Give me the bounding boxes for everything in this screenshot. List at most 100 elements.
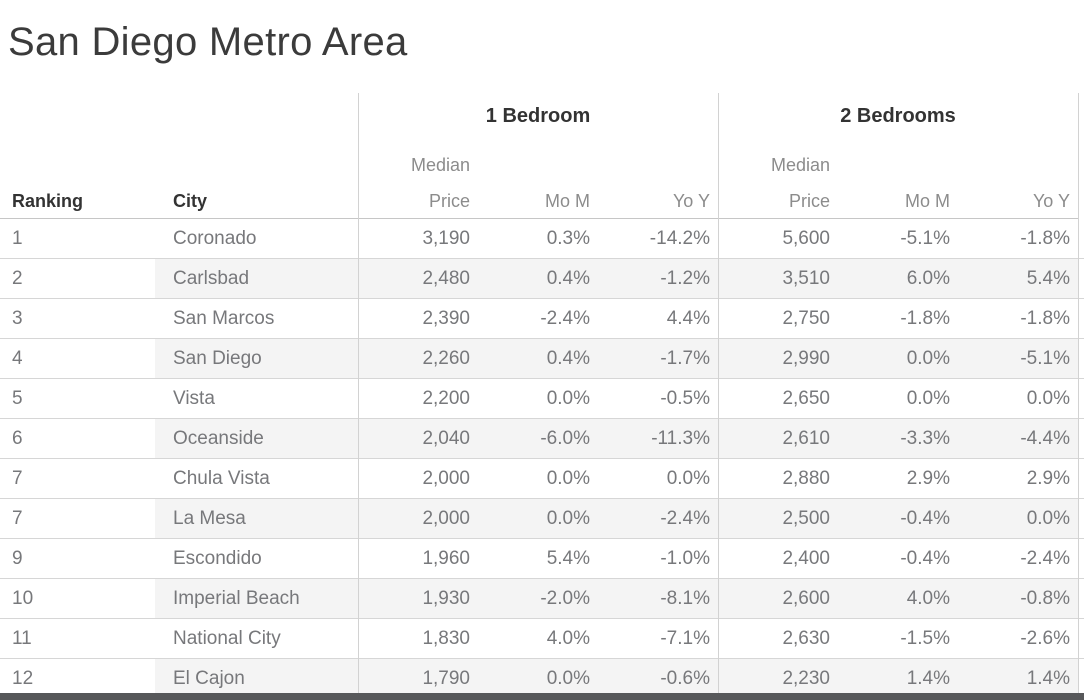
two_bedrooms-yoy-cell[interactable]: -1.8%	[1020, 308, 1070, 329]
one_bedroom-median_price-cell[interactable]: 2,040	[422, 428, 470, 449]
two_bedrooms-median_price-cell[interactable]: 3,510	[782, 268, 830, 289]
city-cell[interactable]: Coronado	[173, 228, 257, 249]
two_bedrooms-mom-cell[interactable]: -5.1%	[900, 228, 950, 249]
ranking-cell[interactable]: 12	[12, 668, 34, 689]
two_bedrooms-mom-cell[interactable]: -1.8%	[900, 308, 950, 329]
column-header-1br-mom[interactable]: Mo M	[545, 191, 590, 211]
table-row[interactable]: 3 San Marcos 2,390 -2.4% 4.4% 2,750 -1.8% -1.8%	[0, 299, 1084, 339]
one_bedroom-mom-cell[interactable]: -2.4%	[540, 308, 590, 329]
one_bedroom-mom-cell[interactable]: 0.0%	[546, 468, 590, 489]
two_bedrooms-median_price-cell[interactable]: 5,600	[782, 228, 830, 249]
city-cell[interactable]: Carlsbad	[173, 268, 250, 289]
two_bedrooms-yoy-cell[interactable]: -5.1%	[1020, 348, 1070, 369]
two_bedrooms-yoy-cell[interactable]: 0.0%	[1026, 508, 1070, 529]
two_bedrooms-yoy-cell[interactable]: 5.4%	[1026, 268, 1070, 289]
city-cell[interactable]: National City	[173, 628, 281, 649]
two_bedrooms-median_price-cell[interactable]: 2,750	[782, 308, 830, 329]
two_bedrooms-mom-cell[interactable]: -0.4%	[900, 548, 950, 569]
two_bedrooms-median_price-cell[interactable]: 2,610	[782, 428, 830, 449]
two_bedrooms-mom-cell[interactable]: 6.0%	[906, 268, 950, 289]
column-header-city[interactable]: City	[173, 191, 208, 211]
ranking-cell[interactable]: 7	[12, 508, 23, 529]
two_bedrooms-yoy-cell[interactable]: -0.8%	[1020, 588, 1070, 609]
city-cell[interactable]: San Marcos	[173, 308, 275, 329]
ranking-cell[interactable]: 9	[12, 548, 23, 569]
two_bedrooms-yoy-cell[interactable]: -1.8%	[1020, 228, 1070, 249]
one_bedroom-yoy-cell[interactable]: -7.1%	[660, 628, 710, 649]
two_bedrooms-median_price-cell[interactable]: 2,650	[782, 388, 830, 409]
column-header-1br-median-price[interactable]: Median Price	[411, 153, 470, 213]
one_bedroom-median_price-cell[interactable]: 1,960	[422, 548, 470, 569]
one_bedroom-median_price-cell[interactable]: 1,830	[422, 628, 470, 649]
one_bedroom-yoy-cell[interactable]: -0.6%	[660, 668, 710, 689]
city-cell[interactable]: Imperial Beach	[173, 588, 300, 609]
city-cell[interactable]: La Mesa	[173, 508, 246, 529]
table-row[interactable]: 7 La Mesa 2,000 0.0% -2.4% 2,500 -0.4% 0.0%	[0, 499, 1084, 539]
ranking-cell[interactable]: 10	[12, 588, 34, 609]
city-cell[interactable]: El Cajon	[173, 668, 245, 689]
one_bedroom-yoy-cell[interactable]: -1.7%	[660, 348, 710, 369]
two_bedrooms-yoy-cell[interactable]: 0.0%	[1026, 388, 1070, 409]
two_bedrooms-median_price-cell[interactable]: 2,400	[782, 548, 830, 569]
city-cell[interactable]: San Diego	[173, 348, 262, 369]
ranking-cell[interactable]: 1	[12, 228, 23, 249]
two_bedrooms-yoy-cell[interactable]: 2.9%	[1026, 468, 1070, 489]
two_bedrooms-mom-cell[interactable]: 4.0%	[906, 588, 950, 609]
two_bedrooms-median_price-cell[interactable]: 2,230	[782, 668, 830, 689]
one_bedroom-yoy-cell[interactable]: -0.5%	[660, 388, 710, 409]
one_bedroom-median_price-cell[interactable]: 1,790	[422, 668, 470, 689]
city-cell[interactable]: Escondido	[173, 548, 262, 569]
city-cell[interactable]: Vista	[173, 388, 215, 409]
one_bedroom-median_price-cell[interactable]: 3,190	[422, 228, 470, 249]
table-row[interactable]: 9 Escondido 1,960 5.4% -1.0% 2,400 -0.4% -2.4%	[0, 539, 1084, 579]
one_bedroom-yoy-cell[interactable]: -14.2%	[649, 228, 710, 249]
column-header-2br-yoy[interactable]: Yo Y	[1032, 191, 1070, 211]
two_bedrooms-median_price-cell[interactable]: 2,990	[782, 348, 830, 369]
ranking-cell[interactable]: 7	[12, 468, 23, 489]
two_bedrooms-median_price-cell[interactable]: 2,880	[782, 468, 830, 489]
one_bedroom-median_price-cell[interactable]: 1,930	[422, 588, 470, 609]
two_bedrooms-yoy-cell[interactable]: -2.6%	[1020, 628, 1070, 649]
one_bedroom-yoy-cell[interactable]: 4.4%	[666, 308, 710, 329]
one_bedroom-yoy-cell[interactable]: -2.4%	[660, 508, 710, 529]
column-header-ranking[interactable]: Ranking	[12, 191, 84, 211]
table-row[interactable]: 2 Carlsbad 2,480 0.4% -1.2% 3,510 6.0% 5.4%	[0, 259, 1084, 299]
table-row[interactable]: 6 Oceanside 2,040 -6.0% -11.3% 2,610 -3.3% -4.4…	[0, 419, 1084, 459]
table-row[interactable]: 10 Imperial Beach 1,930 -2.0% -8.1% 2,600 4.0%…	[0, 579, 1084, 619]
two_bedrooms-median_price-cell[interactable]: 2,630	[782, 628, 830, 649]
one_bedroom-yoy-cell[interactable]: -1.0%	[660, 548, 710, 569]
ranking-cell[interactable]: 4	[12, 348, 23, 369]
one_bedroom-yoy-cell[interactable]: -1.2%	[660, 268, 710, 289]
column-header-2br-mom[interactable]: Mo M	[905, 191, 950, 211]
ranking-cell[interactable]: 11	[12, 628, 32, 649]
one_bedroom-yoy-cell[interactable]: 0.0%	[666, 468, 710, 489]
one_bedroom-mom-cell[interactable]: 5.4%	[546, 548, 590, 569]
one_bedroom-median_price-cell[interactable]: 2,480	[422, 268, 470, 289]
two_bedrooms-median_price-cell[interactable]: 2,600	[782, 588, 830, 609]
one_bedroom-yoy-cell[interactable]: -8.1%	[660, 588, 710, 609]
ranking-cell[interactable]: 6	[12, 428, 23, 449]
one_bedroom-yoy-cell[interactable]: -11.3%	[651, 428, 710, 449]
table-row[interactable]: 11 National City 1,830 4.0% -7.1% 2,630 -1.5% -…	[0, 619, 1084, 659]
city-cell[interactable]: Chula Vista	[173, 468, 270, 489]
ranking-cell[interactable]: 5	[12, 388, 23, 409]
one_bedroom-mom-cell[interactable]: -2.0%	[540, 588, 590, 609]
two_bedrooms-mom-cell[interactable]: 1.4%	[906, 668, 950, 689]
two_bedrooms-mom-cell[interactable]: -0.4%	[900, 508, 950, 529]
one_bedroom-mom-cell[interactable]: 0.0%	[546, 508, 590, 529]
table-row[interactable]: 7 Chula Vista 2,000 0.0% 0.0% 2,880 2.9% 2.9%	[0, 459, 1084, 499]
one_bedroom-mom-cell[interactable]: 0.4%	[546, 268, 590, 289]
one_bedroom-median_price-cell[interactable]: 2,200	[422, 388, 470, 409]
two_bedrooms-median_price-cell[interactable]: 2,500	[782, 508, 830, 529]
one_bedroom-mom-cell[interactable]: 4.0%	[546, 628, 590, 649]
one_bedroom-mom-cell[interactable]: 0.0%	[546, 388, 590, 409]
table-row[interactable]: 5 Vista 2,200 0.0% -0.5% 2,650 0.0% 0.0%	[0, 379, 1084, 419]
one_bedroom-median_price-cell[interactable]: 2,000	[422, 468, 470, 489]
two_bedrooms-yoy-cell[interactable]: -2.4%	[1020, 548, 1070, 569]
ranking-cell[interactable]: 2	[12, 268, 23, 289]
two_bedrooms-mom-cell[interactable]: -1.5%	[900, 628, 950, 649]
two_bedrooms-mom-cell[interactable]: 0.0%	[906, 388, 950, 409]
column-header-1br-yoy[interactable]: Yo Y	[672, 191, 710, 211]
table-row[interactable]: 1 Coronado 3,190 0.3% -14.2% 5,600 -5.1% -1.8%	[0, 219, 1084, 259]
ranking-cell[interactable]: 3	[12, 308, 23, 329]
